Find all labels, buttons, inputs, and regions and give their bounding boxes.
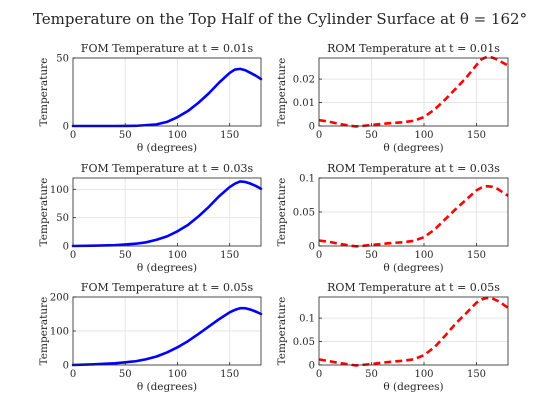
x-tick-label: 150 <box>467 130 486 141</box>
y-tick-label: 0.05 <box>293 337 315 348</box>
subplot-2: 0 50 100 150 0 0.01 0.02 ROM Temperature at t =… <box>276 42 509 154</box>
y-axis-label: Temperature <box>276 58 288 127</box>
y-axis-label: Temperature <box>38 178 50 247</box>
y-tick-label: 0.02 <box>293 75 315 86</box>
rom-series-line <box>318 184 509 248</box>
axes-frame <box>318 57 509 127</box>
y-tick-label: 0.1 <box>299 174 315 185</box>
subplot-title: FOM Temperature at t = 0.05s <box>81 281 254 294</box>
rom-series-line <box>318 55 509 128</box>
x-tick-label: 100 <box>168 369 187 380</box>
y-tick-label: 0.1 <box>299 314 315 325</box>
y-tick-label: 0 <box>63 122 69 133</box>
subplot-grid: 0 50 100 150 0 50 FOM Temperature at t = 0.01s… <box>38 42 509 393</box>
x-tick-label: 50 <box>119 250 132 261</box>
y-tick-label: 50 <box>56 213 69 224</box>
y-tick-label: 0 <box>63 242 69 253</box>
rom-series-line <box>318 296 509 367</box>
subplot-title: FOM Temperature at t = 0.01s <box>81 42 254 55</box>
x-axis-label: θ (degrees) <box>137 262 197 274</box>
axes-frame <box>72 177 262 247</box>
subplot-title: ROM Temperature at t = 0.01s <box>327 42 500 55</box>
fom-series-line <box>71 306 263 367</box>
subplot-4: 0 50 100 150 0 0.05 0.1 ROM Temperature at t = … <box>276 162 509 274</box>
x-tick-label: 100 <box>168 250 187 261</box>
y-tick-label: 200 <box>50 293 69 304</box>
axes-frame <box>318 296 509 366</box>
figure-title: Temperature on the Top Half of the Cylin… <box>33 10 527 28</box>
subplot-title: FOM Temperature at t = 0.03s <box>81 162 254 175</box>
y-axis-label: Temperature <box>276 297 288 366</box>
x-tick-label: 100 <box>168 130 187 141</box>
subplot-6: 0 50 100 150 0 0.05 0.1 ROM Temperature at t = … <box>276 281 509 393</box>
x-tick-label: 0 <box>70 130 76 141</box>
x-tick-label: 100 <box>414 250 433 261</box>
x-axis-label: θ (degrees) <box>383 142 443 154</box>
subplot-title: ROM Temperature at t = 0.05s <box>327 281 500 294</box>
subplot-1: 0 50 100 150 0 50 FOM Temperature at t = 0.01s… <box>38 42 263 154</box>
y-tick-label: 0 <box>309 122 315 133</box>
subplot-title: ROM Temperature at t = 0.03s <box>327 162 500 175</box>
x-tick-label: 0 <box>70 369 76 380</box>
x-tick-label: 50 <box>119 369 132 380</box>
y-tick-label: 0 <box>309 361 315 372</box>
subplot-3: 0 50 100 150 0 50 100 FOM Temperature at t = 0.… <box>38 162 263 274</box>
x-axis-label: θ (degrees) <box>137 142 197 154</box>
y-tick-label: 50 <box>56 54 69 65</box>
fom-series-line <box>71 180 263 248</box>
y-axis-label: Temperature <box>276 178 288 247</box>
x-tick-label: 50 <box>365 130 378 141</box>
y-axis-label: Temperature <box>38 297 50 366</box>
x-axis-label: θ (degrees) <box>383 262 443 274</box>
y-axis-label: Temperature <box>38 58 50 127</box>
y-tick-label: 0 <box>63 361 69 372</box>
y-tick-label: 0 <box>309 242 315 253</box>
x-axis-label: θ (degrees) <box>137 381 197 393</box>
fom-series-line <box>71 67 263 128</box>
subplot-5: 0 50 100 150 0 100 200 FOM Temperature at t = 0… <box>38 281 263 393</box>
x-tick-label: 100 <box>414 130 433 141</box>
x-tick-label: 0 <box>316 250 322 261</box>
x-tick-label: 150 <box>220 130 239 141</box>
x-tick-label: 50 <box>119 130 132 141</box>
x-axis-label: θ (degrees) <box>383 381 443 393</box>
y-tick-label: 0.01 <box>293 98 315 109</box>
x-tick-label: 100 <box>414 369 433 380</box>
y-tick-label: 100 <box>50 185 69 196</box>
x-tick-label: 0 <box>316 369 322 380</box>
x-tick-label: 50 <box>365 369 378 380</box>
x-tick-label: 150 <box>220 250 239 261</box>
x-tick-label: 50 <box>365 250 378 261</box>
x-tick-label: 150 <box>467 250 486 261</box>
x-tick-label: 150 <box>467 369 486 380</box>
y-tick-label: 100 <box>50 327 69 338</box>
axes-frame <box>72 57 262 127</box>
x-tick-label: 0 <box>70 250 76 261</box>
x-tick-label: 150 <box>220 369 239 380</box>
x-tick-label: 0 <box>316 130 322 141</box>
y-tick-label: 0.05 <box>293 208 315 219</box>
